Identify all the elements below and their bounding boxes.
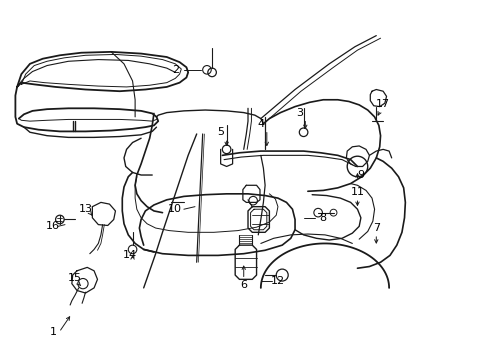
Text: 10: 10 xyxy=(168,204,182,214)
Text: 17: 17 xyxy=(375,99,389,109)
Text: 8: 8 xyxy=(319,213,326,223)
Text: 2: 2 xyxy=(171,65,179,75)
Text: 16: 16 xyxy=(46,221,60,231)
Text: 4: 4 xyxy=(257,119,264,129)
Text: 5: 5 xyxy=(217,127,224,137)
Text: 7: 7 xyxy=(372,223,379,233)
Text: 14: 14 xyxy=(122,251,137,260)
Text: 6: 6 xyxy=(240,280,247,291)
Text: 12: 12 xyxy=(270,276,285,286)
Text: 11: 11 xyxy=(350,187,364,197)
Text: 13: 13 xyxy=(79,204,92,214)
Text: 15: 15 xyxy=(68,273,82,283)
Text: 1: 1 xyxy=(49,327,57,337)
Text: 3: 3 xyxy=(295,108,302,118)
Text: 9: 9 xyxy=(357,170,364,180)
